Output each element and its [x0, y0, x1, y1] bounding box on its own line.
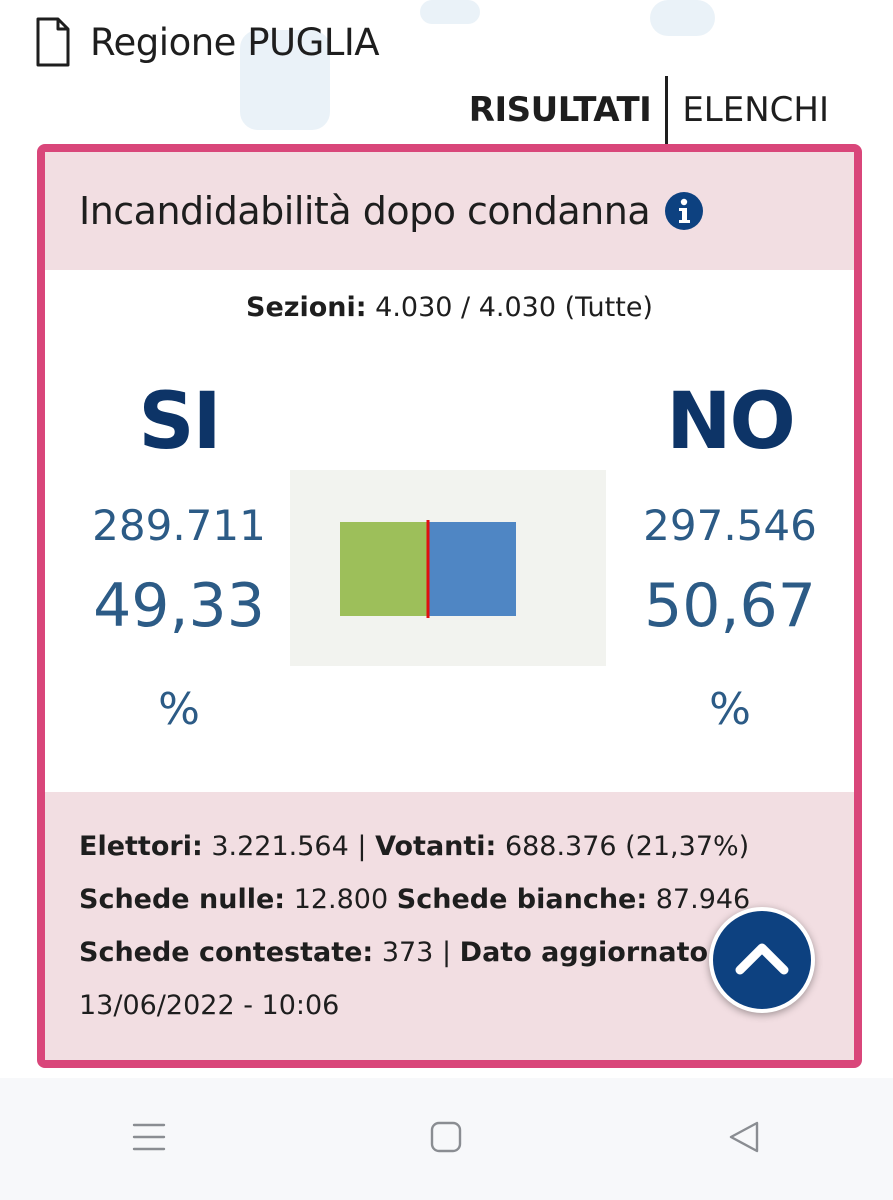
summary-line-1: Elettori: 3.221.564 | Votanti: 688.376 (…: [79, 820, 820, 873]
turnout-summary: Elettori: 3.221.564 | Votanti: 688.376 (…: [45, 792, 854, 1060]
back-triangle-icon: [727, 1120, 761, 1158]
sections-value: 4.030 / 4.030 (Tutte): [375, 292, 653, 323]
schede-bianche-label: Schede bianche:: [396, 884, 648, 915]
summary-line-4: 13/06/2022 - 10:06: [79, 979, 820, 1032]
si-percent: 49,33: [93, 571, 265, 641]
votanti-value: 688.376 (21,37%): [504, 831, 750, 862]
home-button[interactable]: [406, 1099, 486, 1179]
schede-bianche-value: 87.946: [655, 884, 751, 915]
no-percent: 50,67: [644, 571, 816, 641]
chevron-up-icon: [734, 938, 790, 982]
info-icon[interactable]: [664, 191, 704, 231]
separator: |: [357, 831, 367, 862]
si-votes: 289.711: [92, 501, 266, 550]
tab-risultati[interactable]: RISULTATI: [468, 90, 652, 130]
background-decoration: [650, 0, 715, 36]
no-label: NO: [666, 377, 796, 467]
card-header: Incandidabilità dopo condanna: [45, 152, 854, 270]
sections-count: Sezioni: 4.030 / 4.030 (Tutte): [45, 292, 854, 323]
no-result: NO 297.546 50,67 %: [620, 377, 840, 735]
elettori-value: 3.221.564: [211, 831, 349, 862]
result-bar-chart-svg: [340, 520, 516, 618]
result-bar-chart: [290, 470, 606, 666]
region-header: Regione PUGLIA: [36, 10, 380, 74]
dato-aggiornato-value: 13/06/2022 - 10:06: [79, 990, 340, 1021]
menu-button[interactable]: [109, 1099, 189, 1179]
back-button[interactable]: [704, 1099, 784, 1179]
tab-elenchi[interactable]: ELENCHI: [682, 90, 829, 130]
no-votes: 297.546: [643, 501, 817, 550]
schede-contestate-value: 373: [381, 937, 434, 968]
separator: |: [441, 937, 452, 968]
summary-line-2: Schede nulle: 12.800 Schede bianche: 87.…: [79, 873, 820, 926]
schede-nulle-label: Schede nulle:: [79, 884, 286, 915]
schede-nulle-value: 12.800: [293, 884, 389, 915]
home-square-icon: [429, 1120, 463, 1158]
tab-divider: [665, 76, 669, 144]
si-result: SI 289.711 49,33 %: [69, 377, 289, 735]
elettori-label: Elettori:: [79, 831, 203, 862]
region-title: Regione PUGLIA: [90, 20, 380, 64]
bar-segment-si: [340, 522, 427, 616]
schede-contestate-label: Schede contestate:: [79, 937, 374, 968]
system-navigation-bar: [0, 1078, 893, 1200]
summary-line-3: Schede contestate: 373 | Dato aggiornato…: [79, 926, 820, 979]
sections-label: Sezioni:: [246, 292, 367, 323]
background-decoration: [240, 30, 330, 130]
referendum-result-card: Incandidabilità dopo condanna Sezioni: 4…: [37, 144, 862, 1068]
votanti-label: Votanti:: [375, 831, 497, 862]
bar-segment-no: [426, 522, 516, 616]
scroll-to-top-button[interactable]: [709, 907, 815, 1013]
card-title: Incandidabilità dopo condanna: [79, 189, 651, 233]
menu-icon: [132, 1122, 166, 1156]
background-decoration: [420, 0, 480, 24]
dato-aggiornato-label: Dato aggiornato al: [459, 937, 745, 968]
no-percent-sign: %: [709, 684, 751, 735]
document-icon: [36, 17, 70, 67]
result-tabs: RISULTATI ELENCHI: [455, 76, 843, 144]
si-label: SI: [138, 377, 221, 467]
si-percent-sign: %: [158, 684, 200, 735]
